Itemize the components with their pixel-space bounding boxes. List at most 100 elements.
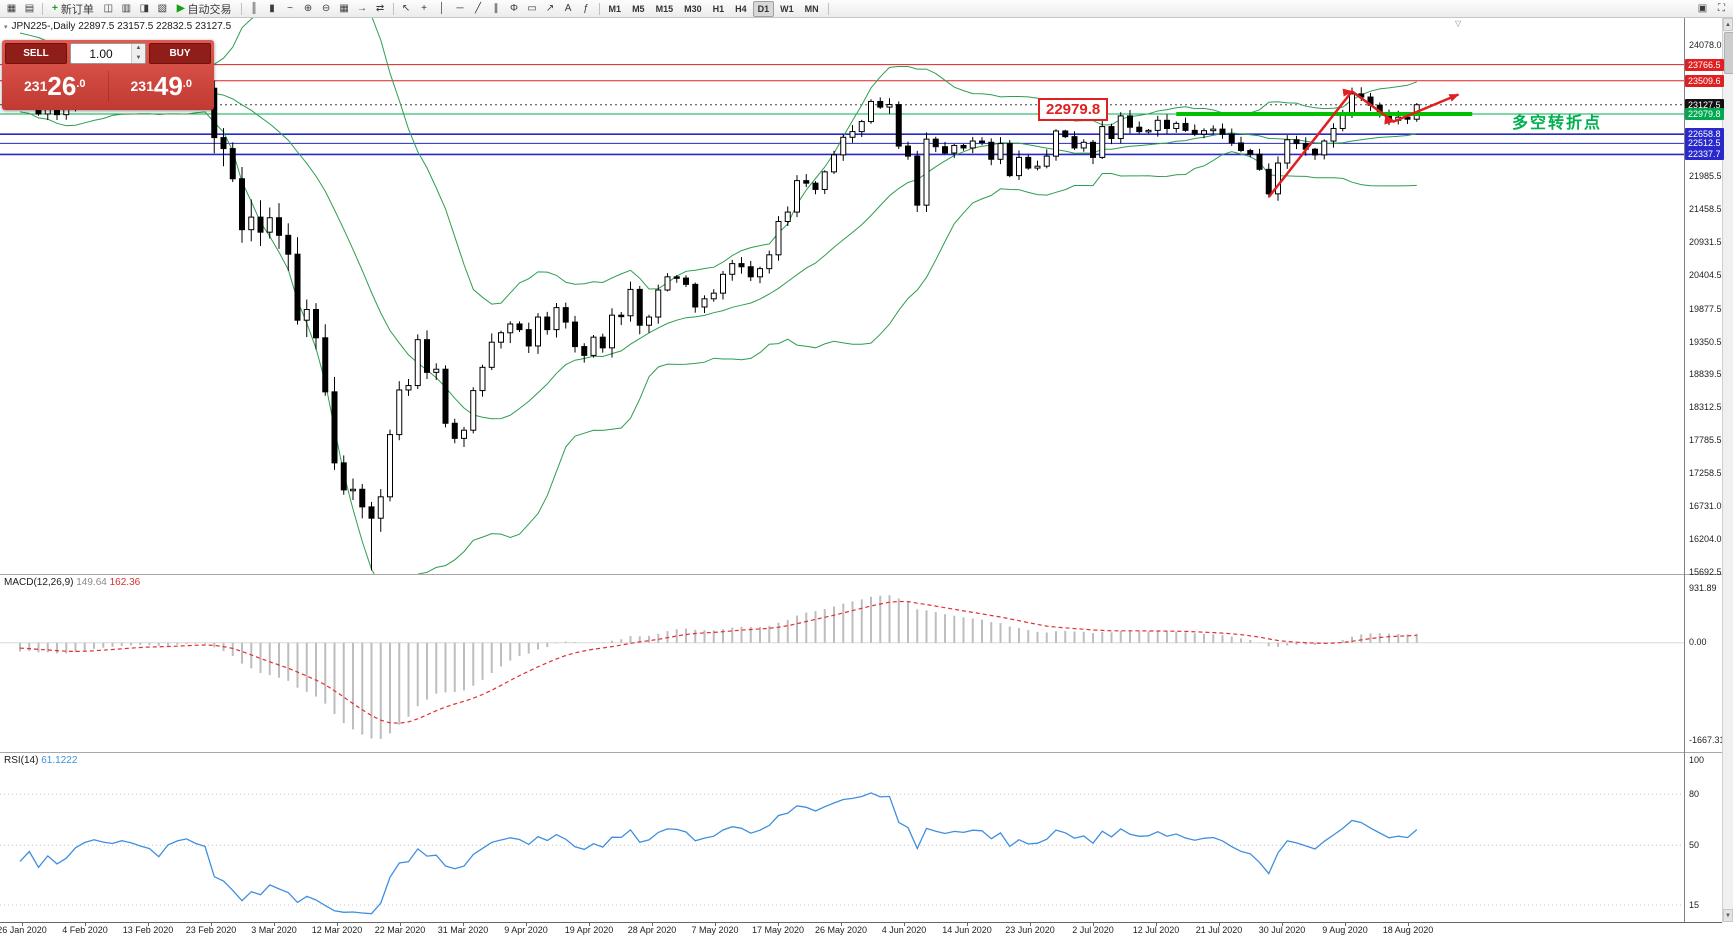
price-level-chip: 23509.6 bbox=[1685, 74, 1724, 87]
date-label: 31 Mar 2020 bbox=[437, 925, 489, 935]
date-label: 4 Feb 2020 bbox=[62, 925, 108, 935]
tile-windows-icon[interactable]: ▦ bbox=[339, 3, 349, 14]
date-label: 18 Aug 2020 bbox=[1382, 925, 1434, 935]
data-window-icon[interactable]: ▥ bbox=[121, 3, 132, 14]
chart-shift-icon[interactable]: ⇄ bbox=[375, 3, 385, 14]
turning-point-note: 多空转折点 bbox=[1512, 115, 1603, 132]
date-label: 13 Feb 2020 bbox=[122, 925, 174, 935]
fullscreen-icon[interactable]: ⛶ bbox=[1718, 3, 1725, 14]
timeframe-m15-button[interactable]: M15 bbox=[655, 3, 674, 14]
rsi-pane-separator[interactable] bbox=[0, 752, 1722, 753]
date-label: 14 Jun 2020 bbox=[942, 925, 992, 935]
price-level-chip: 23127.5 bbox=[1685, 98, 1724, 111]
autotrading-button[interactable]: ▶ 自动交易 bbox=[172, 1, 237, 17]
scroll-up-button[interactable]: ▲ bbox=[1723, 18, 1733, 31]
auto-scroll-icon[interactable]: → bbox=[357, 3, 368, 14]
macd-main-value: 149.64 bbox=[76, 577, 107, 588]
volume-down-button[interactable]: ▼ bbox=[132, 53, 145, 63]
sell-price[interactable]: 231 26.0 bbox=[2, 73, 108, 99]
date-label: 9 Apr 2020 bbox=[504, 925, 548, 935]
date-tick bbox=[1219, 922, 1220, 926]
date-label: 19 Apr 2020 bbox=[564, 925, 614, 935]
arrow-tool-icon[interactable]: ↗ bbox=[545, 3, 555, 14]
market-watch-icon[interactable]: ◫ bbox=[103, 3, 114, 14]
macd-indicator-canvas[interactable] bbox=[0, 580, 1684, 752]
channel-icon[interactable]: ∥ bbox=[493, 3, 499, 14]
main-chart-canvas[interactable] bbox=[0, 18, 1684, 574]
vertical-line-icon[interactable]: │ bbox=[438, 3, 446, 14]
zoom-out-icon[interactable]: ⊖ bbox=[321, 3, 331, 14]
toolbar-right-group: ▣ ⛶ bbox=[1694, 1, 1730, 16]
date-tick bbox=[778, 922, 779, 926]
scroll-down-button[interactable]: ▼ bbox=[1723, 909, 1733, 922]
timeframe-h1-button[interactable]: H1 bbox=[712, 3, 725, 14]
volume-box: ▲ ▼ bbox=[70, 43, 146, 64]
buy-price-suffix: .0 bbox=[182, 78, 192, 90]
terminal-icon[interactable]: ▧ bbox=[157, 3, 168, 14]
price-tick-label: 18839.5 bbox=[1689, 368, 1722, 379]
window-arrange-icon[interactable]: ▣ bbox=[1697, 3, 1708, 14]
date-label: 4 Jun 2020 bbox=[881, 925, 927, 935]
horizontal-line-icon[interactable]: ─ bbox=[456, 3, 464, 14]
indicators-icon[interactable]: ƒ bbox=[583, 3, 589, 14]
macd-pane-separator[interactable] bbox=[0, 574, 1722, 575]
rsi-indicator-canvas[interactable] bbox=[0, 753, 1684, 922]
price-divider bbox=[107, 71, 109, 101]
price-level-chip: 22658.8 bbox=[1685, 128, 1724, 141]
volume-input[interactable] bbox=[71, 44, 131, 63]
timeframe-h4-button[interactable]: H4 bbox=[735, 3, 747, 14]
price-tick-label: 17258.5 bbox=[1689, 468, 1722, 479]
new-chart-icon[interactable]: ▦ bbox=[6, 3, 17, 14]
date-tick bbox=[715, 922, 716, 926]
sell-price-suffix: .0 bbox=[76, 78, 86, 90]
macd-label: MACD(12,26,9) bbox=[4, 577, 74, 588]
price-level-chip: 23766.5 bbox=[1685, 58, 1724, 71]
toolbar-separator bbox=[392, 2, 394, 15]
buy-button[interactable]: BUY bbox=[149, 43, 211, 64]
timeframe-mn-button[interactable]: MN bbox=[804, 3, 819, 14]
timeframe-m1-button[interactable]: M1 bbox=[608, 3, 622, 14]
candlestick-chart-icon[interactable]: ▮ bbox=[269, 3, 275, 14]
shapes-icon[interactable]: ▭ bbox=[527, 3, 537, 14]
date-label: 23 Jun 2020 bbox=[1005, 925, 1055, 935]
vertical-scrollbar[interactable]: ▲ ▼ bbox=[1722, 18, 1733, 922]
navigator-icon[interactable]: ◨ bbox=[139, 3, 150, 14]
price-axis-border bbox=[1684, 18, 1685, 922]
price-level-chip: 22512.5 bbox=[1685, 137, 1724, 150]
buy-price[interactable]: 231 49.0 bbox=[109, 73, 215, 99]
price-tick-label: 16204.0 bbox=[1689, 534, 1722, 545]
chart-shift-marker[interactable]: ▽ bbox=[1455, 19, 1462, 28]
time-axis-separator bbox=[0, 922, 1722, 923]
zoom-in-icon[interactable]: ⊕ bbox=[303, 3, 313, 14]
sell-price-big: 26 bbox=[47, 71, 77, 101]
timeframe-m5-button[interactable]: M5 bbox=[632, 3, 645, 14]
rsi-tick-label: 50 bbox=[1689, 839, 1700, 850]
toolbar-separator bbox=[42, 2, 43, 15]
volume-up-button[interactable]: ▲ bbox=[132, 44, 145, 54]
date-tick bbox=[904, 922, 905, 926]
new-order-button[interactable]: + 新订单 bbox=[47, 1, 99, 17]
rsi-tick-label: 15 bbox=[1689, 899, 1700, 910]
cursor-icon[interactable]: ↖ bbox=[401, 3, 411, 14]
date-label: 3 Mar 2020 bbox=[251, 925, 297, 935]
date-label: 26 May 2020 bbox=[814, 925, 868, 935]
date-label: 7 May 2020 bbox=[691, 925, 739, 935]
crosshair-icon[interactable]: + bbox=[421, 3, 427, 14]
chart-profiles-icon[interactable]: ▤ bbox=[24, 3, 35, 14]
timeframe-d1-button[interactable]: D1 bbox=[752, 0, 775, 17]
date-tick bbox=[652, 922, 653, 926]
timeframe-w1-button[interactable]: W1 bbox=[780, 3, 794, 14]
text-tool-icon[interactable]: A bbox=[564, 3, 572, 14]
scrollbar-thumb[interactable] bbox=[1724, 32, 1733, 74]
toolbar-separator bbox=[598, 2, 600, 15]
rsi-tick-label: 80 bbox=[1689, 788, 1700, 799]
fibonacci-icon[interactable]: Φ bbox=[510, 3, 519, 14]
new-order-label: 新订单 bbox=[60, 3, 94, 16]
sell-button[interactable]: SELL bbox=[5, 43, 67, 64]
bar-chart-icon[interactable]: ║ bbox=[250, 3, 258, 14]
date-label: 2 Jul 2020 bbox=[1072, 925, 1114, 935]
timeframe-m30-button[interactable]: M30 bbox=[684, 3, 702, 14]
line-chart-icon[interactable]: ~ bbox=[287, 3, 293, 14]
trendline-icon[interactable]: ╱ bbox=[475, 3, 482, 14]
